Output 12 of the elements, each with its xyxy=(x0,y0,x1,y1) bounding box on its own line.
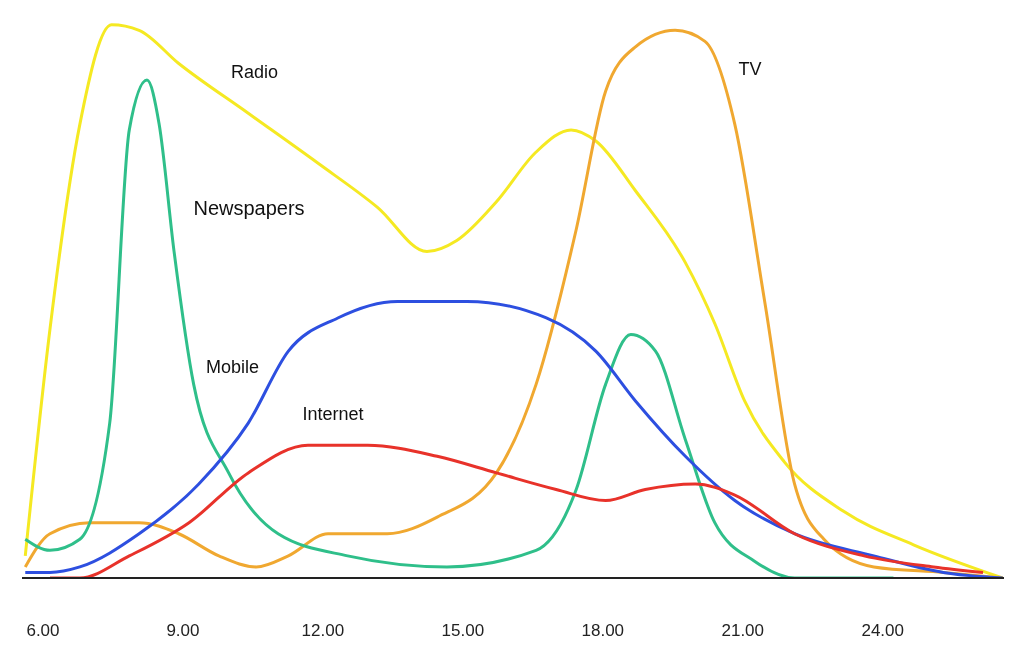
series-label: Mobile xyxy=(206,357,260,378)
x-tick-label: 9.00 xyxy=(166,621,200,641)
x-tick-label: 15.00 xyxy=(441,621,485,641)
series-label: Radio xyxy=(231,61,279,82)
series-label: TV xyxy=(738,59,762,80)
x-tick-label: 6.00 xyxy=(26,621,60,641)
x-tick-label: 21.00 xyxy=(721,621,765,641)
series-label: Internet xyxy=(302,404,364,425)
x-tick-label: 24.00 xyxy=(861,621,904,641)
x-tick-label: 12.00 xyxy=(301,621,345,641)
series-label: Newspapers xyxy=(193,197,305,220)
x-tick-label: 18.00 xyxy=(581,621,625,641)
